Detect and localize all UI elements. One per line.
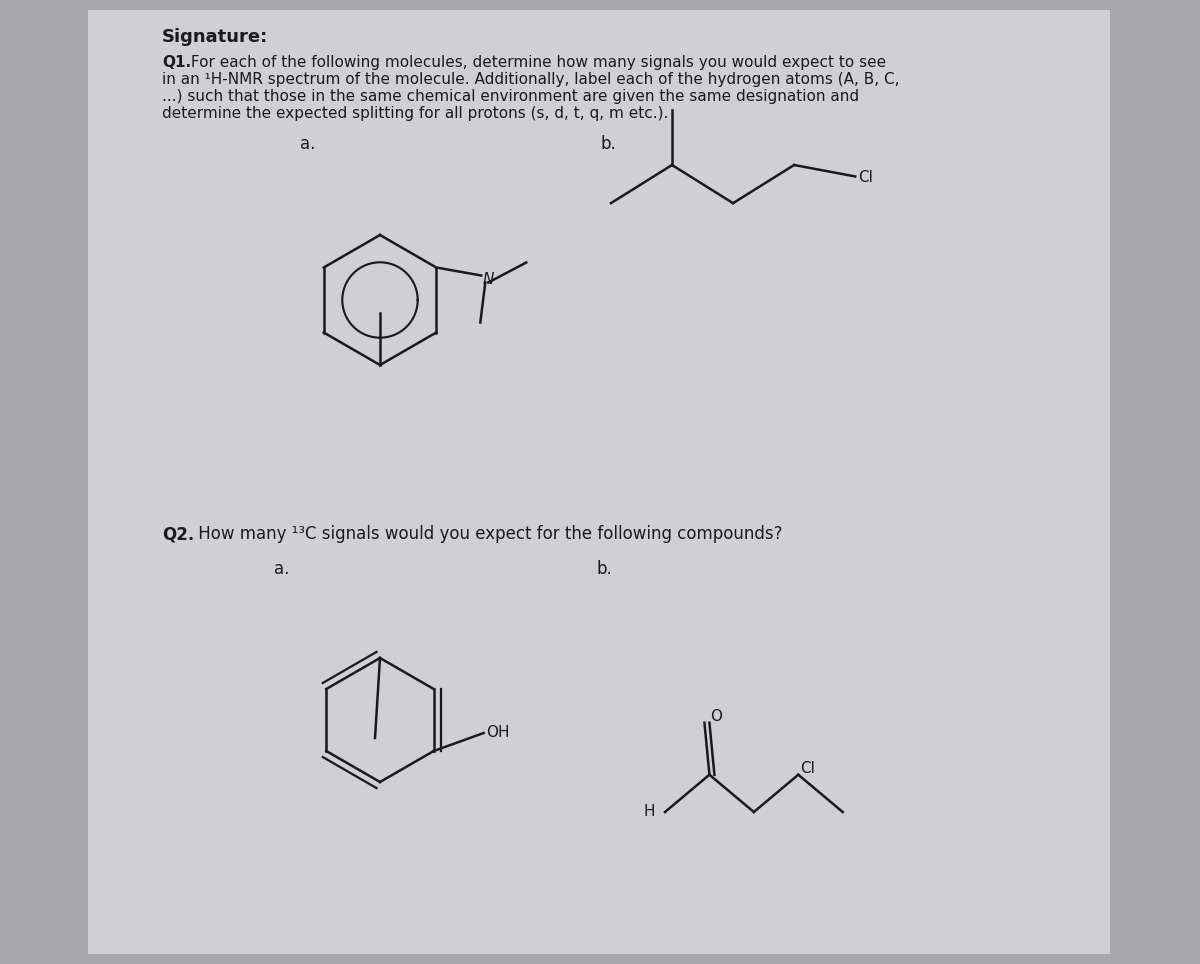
Text: b.: b. [600, 135, 616, 153]
Text: ...) such that those in the same chemical environment are given the same designa: ...) such that those in the same chemica… [162, 89, 859, 104]
Text: determine the expected splitting for all protons (s, d, t, q, m etc.).: determine the expected splitting for all… [162, 106, 668, 121]
Text: N: N [482, 272, 493, 286]
FancyBboxPatch shape [88, 10, 1110, 954]
Text: in an ¹H-NMR spectrum of the molecule. Additionally, label each of the hydrogen : in an ¹H-NMR spectrum of the molecule. A… [162, 72, 900, 87]
Text: O: O [710, 709, 722, 724]
Text: OH: OH [486, 725, 509, 740]
Text: How many ¹³C signals would you expect for the following compounds?: How many ¹³C signals would you expect fo… [193, 525, 782, 543]
Text: b.: b. [596, 560, 612, 578]
Text: a.: a. [274, 560, 289, 578]
Text: Q1.: Q1. [162, 55, 191, 70]
Text: Cl: Cl [800, 761, 815, 776]
Text: Cl: Cl [858, 171, 874, 185]
Text: H: H [643, 805, 655, 819]
Text: a.: a. [300, 135, 316, 153]
Text: Signature:: Signature: [162, 28, 269, 46]
Text: For each of the following molecules, determine how many signals you would expect: For each of the following molecules, det… [186, 55, 886, 70]
Text: Q2.: Q2. [162, 525, 194, 543]
